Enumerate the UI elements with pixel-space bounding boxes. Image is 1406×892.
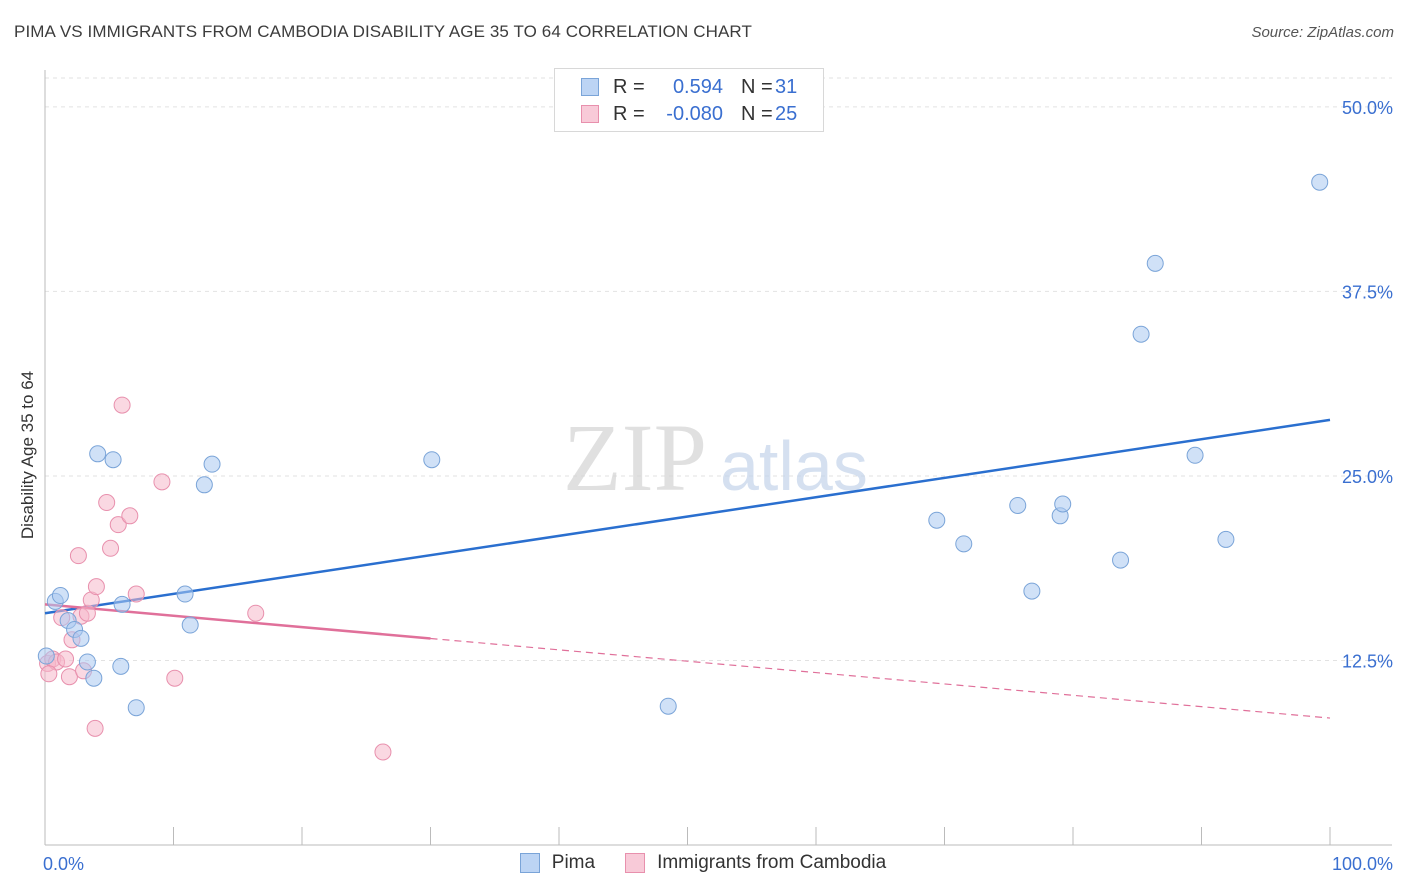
- y-axis-label: Disability Age 35 to 64: [18, 370, 37, 540]
- pima-point: [423, 451, 441, 469]
- pima-trend-line: [44, 418, 1331, 615]
- pima-point: [1009, 496, 1027, 514]
- correlation-legend: R = 0.594 N = 31 R = -0.080 N = 25: [554, 68, 824, 132]
- y-tick-label: 37.5%: [1342, 282, 1393, 302]
- pima-point: [1132, 325, 1150, 343]
- legend-label-pima: Pima: [551, 852, 596, 873]
- cambodia-point: [57, 650, 75, 668]
- source-label: Source: ZipAtlas.com: [1251, 24, 1394, 41]
- pima-swatch: [519, 853, 540, 873]
- n-label: N =: [741, 102, 773, 125]
- pima-point: [1023, 582, 1041, 600]
- cambodia-point: [98, 494, 116, 512]
- cambodia-trend-line: [44, 603, 431, 640]
- n-label: N =: [741, 75, 773, 98]
- cambodia-point: [40, 665, 58, 683]
- cambodia-swatch: [581, 105, 599, 123]
- cambodia-point: [102, 539, 120, 557]
- watermark-zip: ZIP: [563, 404, 707, 511]
- legend-label-cambodia: Immigrants from Cambodia: [657, 852, 887, 873]
- pima-point: [1054, 495, 1072, 513]
- pima-point: [104, 451, 122, 469]
- y-tick-label: 50.0%: [1342, 98, 1393, 118]
- legend-item-cambodia[interactable]: Immigrants from Cambodia: [625, 852, 886, 874]
- tick-labels: 12.5% 25.0% 37.5% 50.0% 0.0% 100.0%: [43, 98, 1393, 874]
- n-value: 25: [775, 102, 798, 125]
- pima-point: [1112, 551, 1130, 569]
- data-points: [37, 173, 1329, 761]
- cambodia-point: [127, 585, 145, 603]
- r-value: -0.080: [666, 102, 723, 125]
- n-value: 31: [775, 75, 798, 98]
- pima-point: [195, 476, 213, 494]
- pima-point: [37, 647, 55, 665]
- legend-row-pima: R = 0.594 N = 31: [581, 74, 797, 100]
- r-label: R =: [613, 102, 645, 125]
- cambodia-trend-extension: [430, 637, 1331, 719]
- cambodia-point: [69, 547, 87, 565]
- axes: [44, 70, 1392, 846]
- y-tick-label: 25.0%: [1342, 467, 1393, 487]
- pima-point: [112, 657, 130, 675]
- cambodia-point: [60, 668, 78, 686]
- pima-swatch: [581, 78, 599, 96]
- pima-point: [203, 455, 221, 473]
- pima-point: [51, 587, 69, 605]
- chart-title: PIMA VS IMMIGRANTS FROM CAMBODIA DISABIL…: [14, 22, 752, 41]
- pima-point: [1311, 173, 1329, 191]
- r-label: R =: [613, 75, 645, 98]
- trend-lines: [44, 418, 1331, 719]
- cambodia-point: [87, 578, 105, 596]
- pima-point: [89, 445, 107, 463]
- y-tick-label: 12.5%: [1342, 651, 1393, 671]
- series-legend: Pima Immigrants from Cambodia: [0, 852, 1406, 874]
- pima-point: [1217, 530, 1235, 548]
- pima-point: [928, 511, 946, 529]
- cambodia-point: [374, 743, 392, 761]
- pima-point: [659, 697, 677, 715]
- grid-lines: [45, 77, 1392, 661]
- cambodia-point: [109, 516, 127, 534]
- x-tick-label: 100.0%: [1332, 854, 1393, 874]
- cambodia-point: [166, 669, 184, 687]
- pima-point: [113, 595, 131, 613]
- pima-point: [127, 699, 145, 717]
- legend-row-cambodia: R = -0.080 N = 25: [581, 101, 797, 127]
- r-value: 0.594: [672, 75, 723, 98]
- pima-point: [85, 669, 103, 687]
- cambodia-point: [113, 396, 131, 414]
- cambodia-swatch: [625, 853, 646, 873]
- pima-point: [176, 585, 194, 603]
- pima-point: [72, 629, 90, 647]
- cambodia-point: [247, 604, 265, 622]
- cambodia-point: [153, 473, 171, 491]
- pima-point: [78, 653, 96, 671]
- pima-point: [181, 616, 199, 634]
- pima-point: [1146, 254, 1164, 272]
- cambodia-point: [86, 719, 104, 737]
- pima-point: [1186, 446, 1204, 464]
- x-tick-label: 0.0%: [43, 854, 84, 874]
- legend-item-pima[interactable]: Pima: [519, 852, 596, 874]
- pima-point: [955, 535, 973, 553]
- cambodia-point: [121, 507, 139, 525]
